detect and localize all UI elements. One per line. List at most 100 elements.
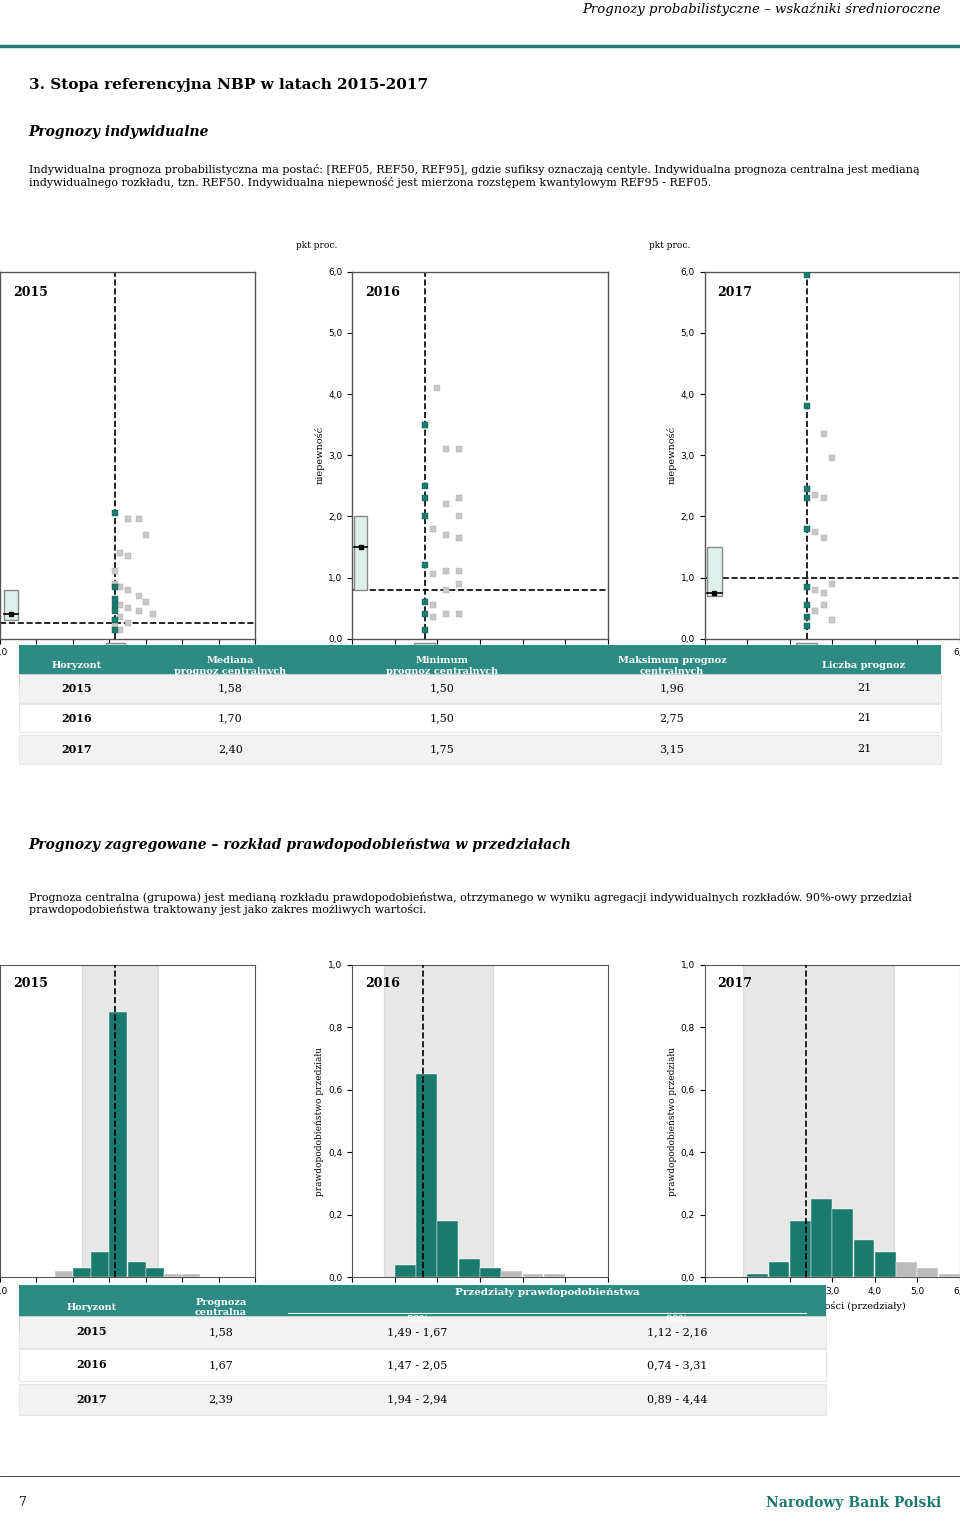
X-axis label: możliwe wartości (przedziały): możliwe wartości (przedziały)	[406, 1301, 554, 1312]
Bar	[417, 1075, 437, 1277]
Bar	[128, 1262, 146, 1277]
Text: 1,70: 1,70	[218, 714, 243, 723]
Text: 0,89 - 4,44: 0,89 - 4,44	[646, 1394, 708, 1405]
Text: 0,74 - 3,31: 0,74 - 3,31	[647, 1359, 707, 1370]
Text: 1,50: 1,50	[429, 714, 454, 723]
Text: 2016: 2016	[365, 977, 400, 991]
Text: 50%: 50%	[406, 1315, 429, 1324]
Text: 2017: 2017	[717, 977, 753, 991]
Text: Liczba prognoz: Liczba prognoz	[823, 662, 905, 670]
Bar	[19, 703, 941, 732]
Text: Prognozy indywidualne: Prognozy indywidualne	[29, 125, 209, 140]
Text: 1,50: 1,50	[429, 683, 454, 694]
Text: Przedziały prawdopodobieństwa: Przedziały prawdopodobieństwa	[455, 1288, 639, 1297]
X-axis label: prognozy centralne: prognozy centralne	[432, 677, 528, 686]
Text: 1,96: 1,96	[660, 683, 684, 694]
Text: 2015: 2015	[12, 286, 48, 300]
Text: 2016: 2016	[365, 286, 400, 300]
Text: 1,75: 1,75	[429, 744, 454, 755]
Bar	[19, 645, 941, 686]
Bar	[832, 1208, 853, 1277]
Text: Narodowy Bank Polski: Narodowy Bank Polski	[765, 1496, 941, 1510]
Bar	[811, 1199, 832, 1277]
Bar	[522, 1274, 543, 1277]
Bar	[543, 1274, 564, 1277]
Bar	[182, 1274, 201, 1277]
Text: Prognoza centralna (grupowa) jest medianą rozkładu prawdopodobieństwa, otrzymane: Prognoza centralna (grupowa) jest median…	[29, 892, 912, 915]
Bar	[769, 1262, 789, 1277]
Y-axis label: niepewność: niepewność	[314, 426, 324, 484]
Bar	[395, 1265, 416, 1277]
Text: 2,75: 2,75	[660, 714, 684, 723]
Y-axis label: prawdopodobieństwo przedziału: prawdopodobieństwo przedziału	[667, 1047, 677, 1196]
Bar	[501, 1271, 522, 1277]
Text: 2015: 2015	[61, 683, 92, 694]
Text: 1,47 - 2,05: 1,47 - 2,05	[388, 1359, 447, 1370]
Text: 7: 7	[19, 1496, 27, 1510]
Bar	[91, 1253, 109, 1277]
Bar	[897, 1262, 917, 1277]
Bar	[384, 965, 493, 1277]
Text: 21: 21	[857, 714, 871, 723]
Bar	[438, 1221, 458, 1277]
Text: %: %	[615, 676, 624, 685]
Text: 21: 21	[857, 744, 871, 755]
Text: 1,67: 1,67	[208, 1359, 233, 1370]
Text: pkt proc.: pkt proc.	[649, 240, 690, 250]
Text: 90%: 90%	[665, 1315, 688, 1324]
Text: 1,58: 1,58	[208, 1327, 233, 1336]
Bar	[146, 1268, 164, 1277]
Text: %: %	[263, 1309, 272, 1318]
X-axis label: możliwe wartości (przedziały): możliwe wartości (przedziały)	[758, 1301, 906, 1312]
Text: 2015: 2015	[12, 977, 48, 991]
Bar	[875, 1253, 896, 1277]
Text: Minimum
prognoz centralnych: Minimum prognoz centralnych	[386, 656, 497, 676]
Text: 1,49 - 1,67: 1,49 - 1,67	[388, 1327, 447, 1336]
Bar	[19, 735, 941, 764]
Text: 2015: 2015	[76, 1327, 107, 1338]
X-axis label: prognozy centralne: prognozy centralne	[784, 677, 880, 686]
Text: Maksimum prognoz
centralnych: Maksimum prognoz centralnych	[617, 656, 727, 676]
Bar	[918, 1268, 938, 1277]
Text: %: %	[263, 676, 272, 685]
Bar	[707, 546, 722, 597]
Y-axis label: prawdopodobieństwo przedziału: prawdopodobieństwo przedziału	[315, 1047, 324, 1196]
Text: 2,39: 2,39	[208, 1394, 233, 1405]
Bar	[109, 1012, 128, 1277]
Text: Prognoza
centralna: Prognoza centralna	[195, 1298, 247, 1317]
Text: 1,58: 1,58	[218, 683, 243, 694]
Text: 1,12 - 2,16: 1,12 - 2,16	[646, 1327, 708, 1336]
Text: pkt proc.: pkt proc.	[297, 240, 338, 250]
Text: 2,40: 2,40	[218, 744, 243, 755]
Bar	[19, 674, 941, 703]
Text: Horyzont: Horyzont	[52, 662, 102, 670]
X-axis label: możliwe wartości (przedziały): możliwe wartości (przedziały)	[54, 1301, 202, 1312]
Text: 3. Stopa referencyjna NBP w latach 2015-2017: 3. Stopa referencyjna NBP w latach 2015-…	[29, 78, 428, 91]
Text: %: %	[615, 1309, 624, 1318]
Bar	[853, 1240, 875, 1277]
Text: 1,94 - 2,94: 1,94 - 2,94	[387, 1394, 448, 1405]
Bar	[106, 642, 125, 665]
Text: Prognozy probabilistyczne – wskaźniki średnioroczne: Prognozy probabilistyczne – wskaźniki śr…	[582, 3, 941, 17]
Text: 2017: 2017	[717, 286, 753, 300]
Text: Prognozy zagregowane – rozkład prawdopodobieństwa w przedziałach: Prognozy zagregowane – rozkład prawdopod…	[29, 839, 571, 852]
Bar	[939, 1274, 960, 1277]
Bar	[747, 1274, 768, 1277]
Bar	[459, 1259, 480, 1277]
Bar	[73, 1268, 91, 1277]
X-axis label: prognozy centralne: prognozy centralne	[80, 677, 176, 686]
Bar	[742, 965, 894, 1277]
Text: Mediana
prognoz centralnych: Mediana prognoz centralnych	[175, 656, 286, 676]
Text: Horyzont: Horyzont	[66, 1303, 116, 1312]
Bar	[414, 642, 435, 665]
Text: 2017: 2017	[76, 1394, 107, 1405]
Bar	[354, 516, 368, 589]
Text: 2017: 2017	[61, 744, 92, 755]
Bar	[55, 1271, 73, 1277]
Bar	[480, 1268, 501, 1277]
Text: Indywidualna prognoza probabilistyczna ma postać: [REF05, REF50, REF95], gdzie s: Indywidualna prognoza probabilistyczna m…	[29, 164, 920, 189]
Text: 21: 21	[857, 683, 871, 694]
Text: 2016: 2016	[61, 712, 92, 723]
Text: 3,15: 3,15	[660, 744, 684, 755]
Y-axis label: niepewność: niepewność	[666, 426, 677, 484]
